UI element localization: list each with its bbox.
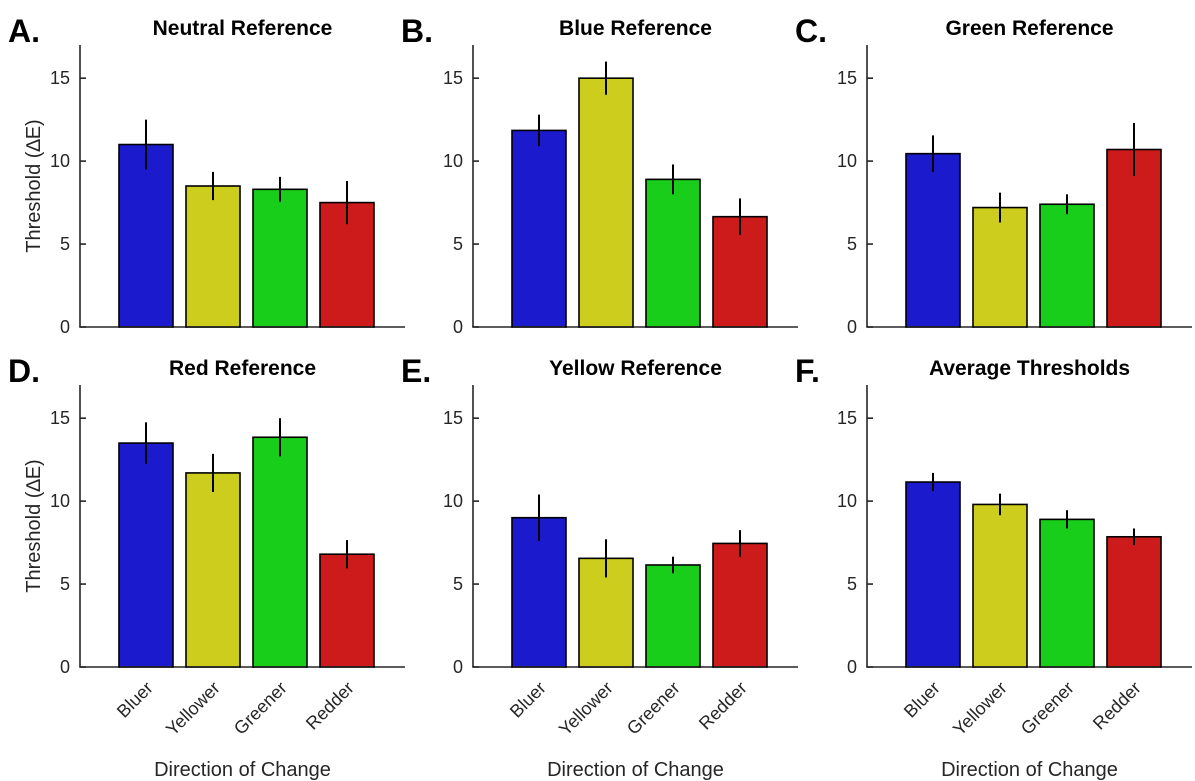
chart-panel-6: 0 5 10 15 Average Thresholds F. Bluer Yellower G…	[795, 353, 1192, 781]
bar-yellower	[972, 206, 1028, 328]
chart-panel-4: 0 5 10 15 Red Reference D. Threshold (∆E) Bluer…	[8, 353, 405, 781]
bar-redder	[319, 553, 375, 668]
x-tick-label-greener: Greener	[230, 678, 291, 739]
bar-yellower	[578, 77, 634, 328]
y-tick-label: 15	[50, 68, 70, 88]
panel-title: Neutral Reference	[153, 17, 333, 40]
x-axis-label: Direction of Change	[154, 759, 331, 781]
bar-yellower	[972, 503, 1028, 668]
chart-panel-5: 0 5 10 15 Yellow Reference E. Bluer Yellower Gre…	[401, 353, 798, 781]
x-tick-label-redder: Redder	[302, 678, 358, 734]
bar-yellower	[185, 185, 241, 328]
bar-redder	[1106, 535, 1162, 668]
x-tick-label-yellower: Yellower	[162, 678, 224, 740]
panel-letter: C.	[795, 13, 827, 49]
y-tick-label: 0	[847, 317, 857, 337]
y-tick-label: 5	[453, 234, 463, 254]
x-tick-label-greener: Greener	[1017, 678, 1078, 739]
x-tick-label-redder: Redder	[695, 678, 751, 734]
x-tick-label-bluer: Bluer	[113, 678, 157, 722]
bar-greener	[1039, 518, 1095, 668]
y-tick-label: 10	[837, 491, 857, 511]
panel-title: Green Reference	[945, 17, 1113, 40]
x-tick-label-greener: Greener	[623, 678, 684, 739]
panel-letter: A.	[8, 13, 40, 49]
x-tick-label-yellower: Yellower	[555, 678, 617, 740]
panel-title: Yellow Reference	[549, 357, 722, 380]
bar-bluer	[905, 152, 961, 328]
y-tick-label: 10	[50, 491, 70, 511]
y-tick-label: 5	[60, 574, 70, 594]
bar-greener	[645, 564, 701, 668]
bar-yellower	[185, 472, 241, 668]
y-tick-label: 15	[837, 408, 857, 428]
x-tick-label-yellower: Yellower	[949, 678, 1011, 740]
y-tick-label: 10	[443, 151, 463, 171]
x-tick-label-bluer: Bluer	[506, 678, 550, 722]
panel-letter: F.	[795, 353, 820, 389]
y-tick-label: 5	[453, 574, 463, 594]
y-tick-label: 10	[443, 491, 463, 511]
y-tick-label: 15	[50, 408, 70, 428]
chart-panel-3: 0 5 10 15 Green Reference C.	[795, 13, 1192, 337]
x-tick-label-redder: Redder	[1089, 678, 1145, 734]
bar-greener	[252, 188, 308, 328]
bar-bluer	[118, 143, 174, 328]
y-tick-label: 15	[443, 68, 463, 88]
bar-redder	[712, 542, 768, 668]
panel-letter: B.	[401, 13, 433, 49]
bar-bluer	[905, 481, 961, 668]
bar-greener	[645, 178, 701, 328]
panel-letter: D.	[8, 353, 40, 389]
y-axis-label: Threshold (∆E)	[23, 459, 45, 592]
bar-redder	[1106, 148, 1162, 328]
y-tick-label: 15	[443, 408, 463, 428]
y-tick-label: 5	[847, 234, 857, 254]
y-tick-label: 5	[847, 574, 857, 594]
bar-greener	[1039, 203, 1095, 328]
panel-title: Blue Reference	[559, 17, 712, 40]
bar-redder	[712, 215, 768, 328]
y-tick-label: 0	[453, 657, 463, 677]
x-axis-label: Direction of Change	[941, 759, 1118, 781]
y-tick-label: 0	[60, 317, 70, 337]
x-tick-label-bluer: Bluer	[900, 678, 944, 722]
bar-greener	[252, 436, 308, 668]
chart-panel-2: 0 5 10 15 Blue Reference B.	[401, 13, 798, 337]
x-axis-label: Direction of Change	[547, 759, 724, 781]
panel-title: Average Thresholds	[929, 357, 1130, 380]
y-axis-label: Threshold (∆E)	[23, 119, 45, 252]
y-tick-label: 15	[837, 68, 857, 88]
y-tick-label: 10	[50, 151, 70, 171]
y-tick-label: 0	[60, 657, 70, 677]
y-tick-label: 0	[453, 317, 463, 337]
bar-bluer	[118, 442, 174, 668]
y-tick-label: 10	[837, 151, 857, 171]
bar-bluer	[511, 129, 567, 328]
y-tick-label: 0	[847, 657, 857, 677]
chart-panel-1: 0 5 10 15 Neutral Reference A. Threshold (∆E)	[8, 13, 405, 337]
y-tick-label: 5	[60, 234, 70, 254]
panel-letter: E.	[401, 353, 431, 389]
panel-title: Red Reference	[169, 357, 316, 380]
